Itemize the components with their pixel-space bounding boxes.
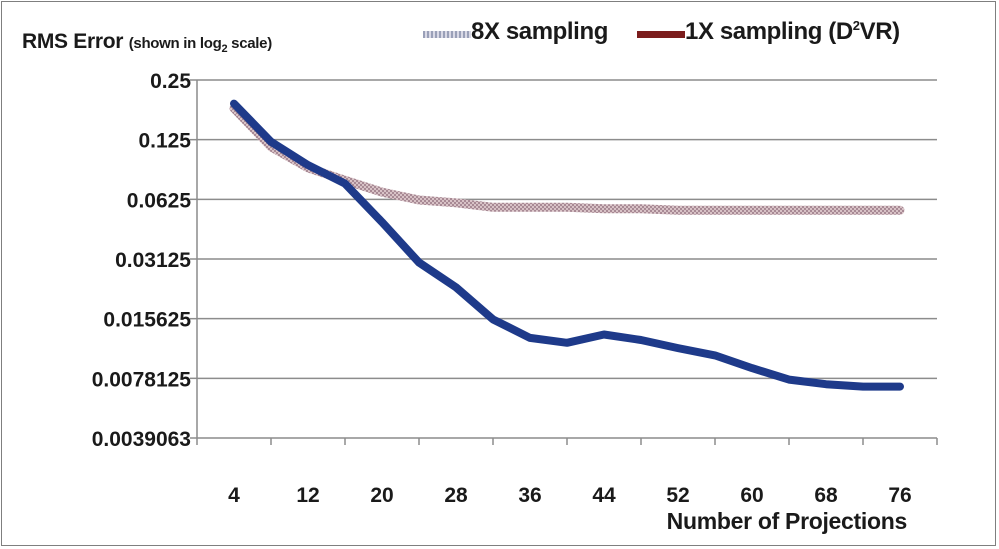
y-tick-label: 0.03125 [115, 249, 191, 272]
x-tick-label: 44 [592, 484, 616, 507]
y-tick-label: 0.125 [138, 130, 191, 153]
series-line-1x-sampling [230, 99, 904, 391]
y-tick-label: 0.0039063 [92, 428, 191, 451]
x-tick-label: 20 [370, 484, 393, 507]
y-tick-label: 0.0625 [127, 189, 192, 212]
x-tick-label: 60 [740, 484, 763, 507]
y-tick-label: 0.0078125 [92, 368, 192, 391]
x-axis-label: Number of Projections [666, 508, 908, 534]
y-tick-label: 0.015625 [103, 309, 191, 332]
x-tick-label: 76 [888, 484, 911, 507]
legend-swatch-1x [637, 31, 685, 38]
legend-swatch-8x [423, 31, 471, 38]
x-tick-label: 68 [814, 484, 838, 507]
legend-label-8x: 8X sampling [471, 18, 608, 45]
legend-label-1x: 1X sampling (D2VR) [685, 18, 900, 45]
x-tick-label: 12 [296, 484, 319, 507]
series-line-8x-sampling [229, 103, 905, 215]
y-tick-label: 0.25 [150, 70, 191, 93]
x-tick-label: 28 [444, 484, 468, 507]
x-tick-label: 36 [518, 484, 541, 507]
x-tick-label: 4 [228, 484, 240, 507]
y-axis-title: RMS Error (shown in log2 scale) [22, 30, 272, 55]
x-tick-label: 52 [666, 484, 689, 507]
